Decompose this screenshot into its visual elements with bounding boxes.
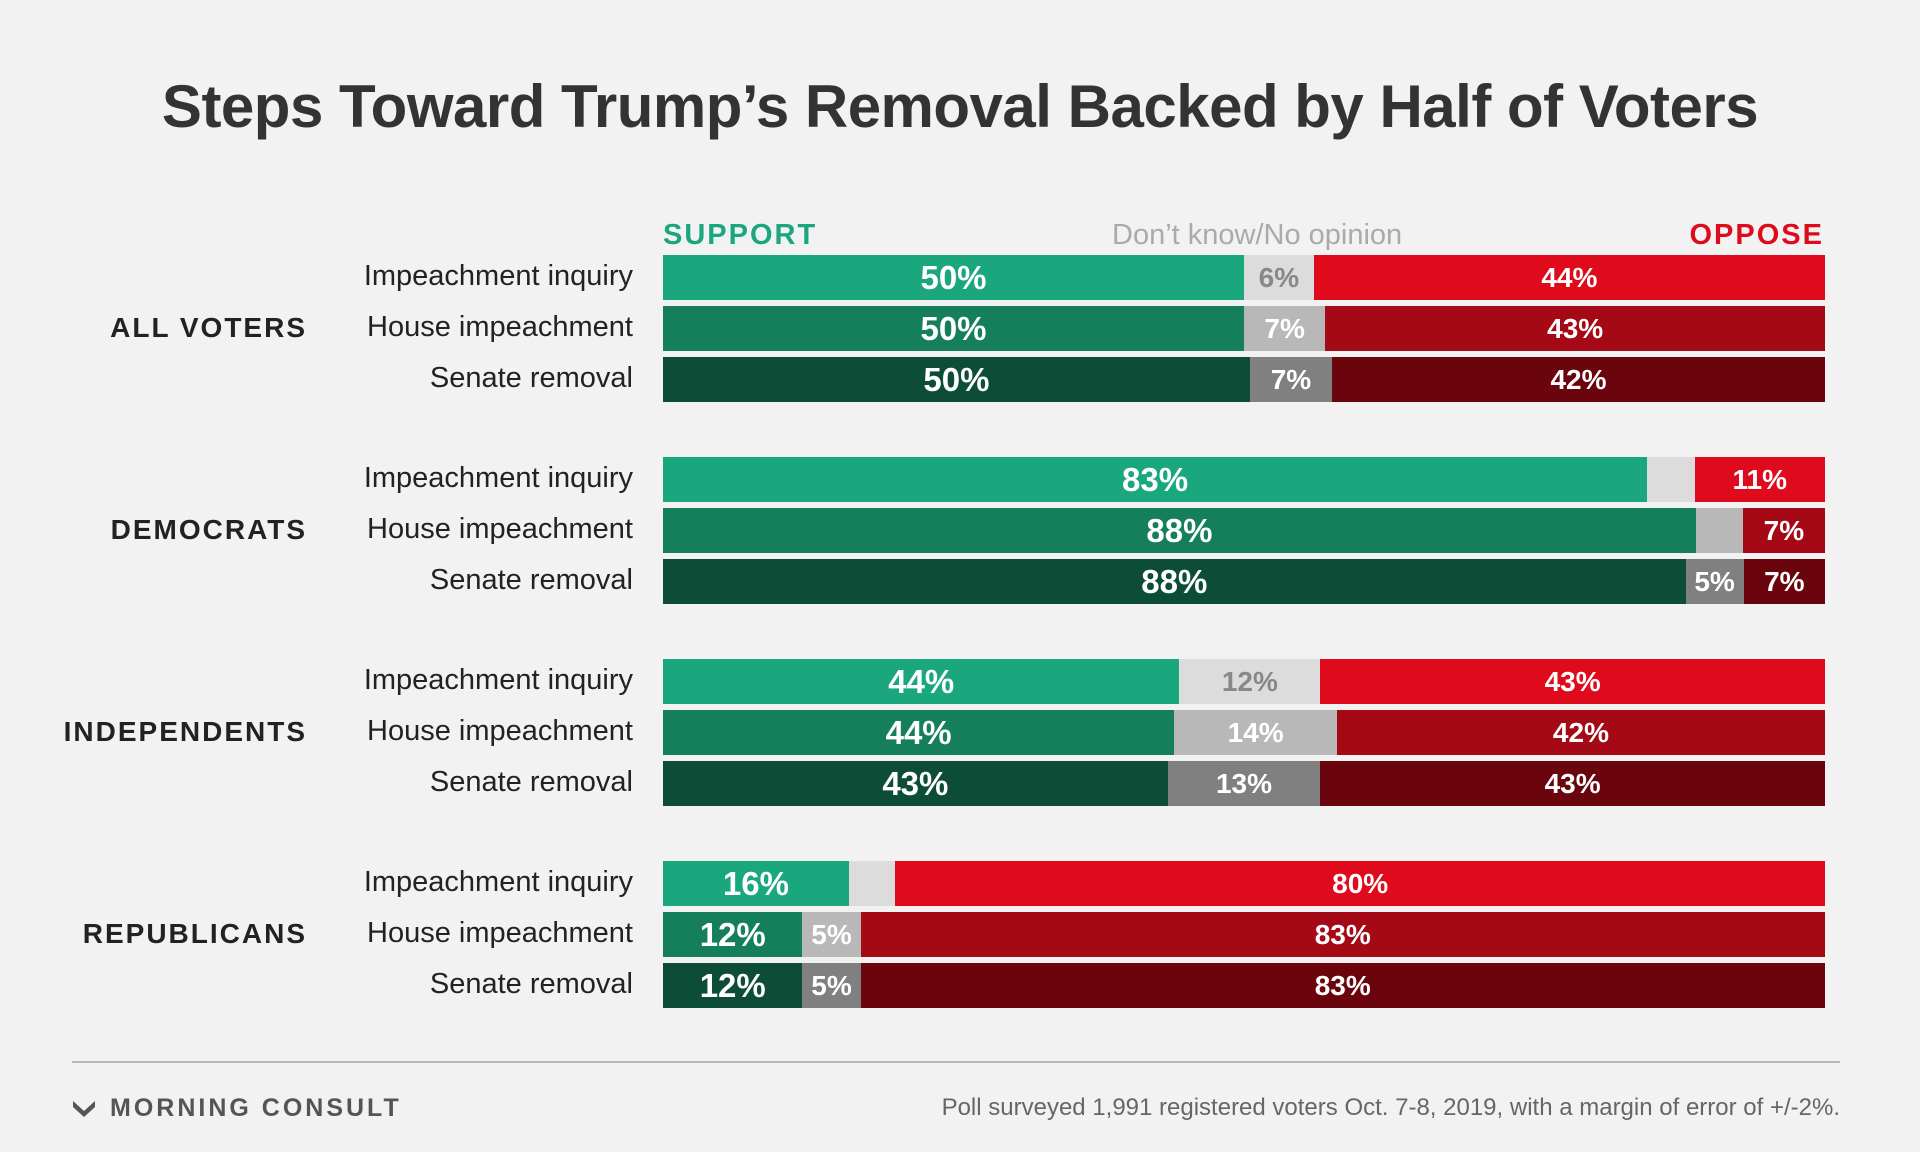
- dont-know-segment: 7%: [1244, 306, 1326, 351]
- dont-know-segment: 14%: [1174, 710, 1337, 755]
- oppose-segment: 11%: [1694, 457, 1825, 502]
- row-label: House impeachment: [367, 916, 633, 949]
- oppose-segment: 7%: [1742, 508, 1825, 553]
- stacked-bar: 16% 80%: [663, 861, 1825, 906]
- row-label: Impeachment inquiry: [363, 259, 633, 292]
- row-label: House impeachment: [367, 512, 633, 545]
- group-label: DEMOCRATS: [110, 513, 307, 545]
- oppose-segment: 44%: [1313, 255, 1825, 300]
- logo-mark-icon: [73, 1100, 95, 1117]
- row-label: Senate removal: [429, 967, 633, 1000]
- row-label: Senate removal: [429, 361, 633, 394]
- group-label: REPUBLICANS: [82, 917, 307, 949]
- support-segment: 12%: [663, 912, 803, 957]
- support-segment: 12%: [663, 963, 803, 1008]
- dont-know-segment: [848, 861, 896, 906]
- logo-text: MORNING CONSULT: [110, 1094, 402, 1122]
- stacked-bar: 88% 5% 7%: [663, 559, 1825, 604]
- support-segment: 50%: [663, 357, 1250, 402]
- row-label: Impeachment inquiry: [363, 865, 633, 898]
- dont-know-segment: [1647, 457, 1695, 502]
- oppose-segment: 83%: [860, 912, 1825, 957]
- dont-know-segment: 13%: [1167, 761, 1321, 806]
- stacked-bar: 44% 14% 42%: [663, 710, 1825, 755]
- support-segment: 83%: [663, 457, 1648, 502]
- dont-know-segment: 7%: [1249, 357, 1333, 402]
- support-segment: 88%: [663, 559, 1686, 604]
- dont-know-segment: 6%: [1244, 255, 1314, 300]
- oppose-segment: 80%: [895, 861, 1825, 906]
- stacked-bar: 88% 7%: [663, 508, 1825, 553]
- support-segment: 50%: [663, 255, 1244, 300]
- dont-know-segment: 5%: [802, 912, 861, 957]
- group-label: ALL VOTERS: [110, 311, 307, 343]
- dont-know-header: Don’t know/No opinion: [1112, 219, 1403, 251]
- support-segment: 50%: [663, 306, 1244, 351]
- row-label: Impeachment inquiry: [363, 663, 633, 696]
- stacked-bar: 50% 6% 44%: [663, 255, 1825, 300]
- stacked-bar: 83% 11%: [663, 457, 1825, 502]
- oppose-segment: 43%: [1320, 659, 1825, 704]
- support-segment: 43%: [663, 761, 1168, 806]
- row-label: House impeachment: [367, 310, 633, 343]
- footer-divider: [72, 1061, 1840, 1063]
- dont-know-segment: 12%: [1179, 659, 1321, 704]
- oppose-segment: 42%: [1336, 710, 1825, 755]
- oppose-segment: 7%: [1743, 559, 1825, 604]
- support-header: SUPPORT: [663, 219, 818, 251]
- stacked-bar: 50% 7% 43%: [663, 306, 1825, 351]
- dont-know-segment: 5%: [1685, 559, 1744, 604]
- support-segment: 44%: [663, 710, 1175, 755]
- support-segment: 44%: [663, 659, 1180, 704]
- support-segment: 88%: [663, 508, 1696, 553]
- row-label: Senate removal: [429, 563, 633, 596]
- morning-consult-logo: MORNING CONSULT: [72, 1094, 402, 1123]
- row-label: Senate removal: [429, 765, 633, 798]
- row-label: Impeachment inquiry: [363, 461, 633, 494]
- stacked-bar: 44% 12% 43%: [663, 659, 1825, 704]
- oppose-segment: 43%: [1325, 306, 1825, 351]
- stacked-bar: 50% 7% 42%: [663, 357, 1825, 402]
- dont-know-segment: 5%: [802, 963, 861, 1008]
- dont-know-segment: [1695, 508, 1743, 553]
- oppose-segment: 43%: [1320, 761, 1825, 806]
- group-label: INDEPENDENTS: [63, 715, 307, 747]
- oppose-segment: 42%: [1332, 357, 1825, 402]
- chart-title: Steps Toward Trump’s Removal Backed by H…: [161, 73, 1759, 140]
- stacked-bar: 12% 5% 83%: [663, 963, 1825, 1008]
- stacked-bar: 12% 5% 83%: [663, 912, 1825, 957]
- support-segment: 16%: [663, 861, 849, 906]
- footnote: Poll surveyed 1,991 registered voters Oc…: [941, 1094, 1840, 1121]
- oppose-header: OPPOSE: [1689, 219, 1824, 251]
- stacked-bar: 43% 13% 43%: [663, 761, 1825, 806]
- oppose-segment: 83%: [860, 963, 1825, 1008]
- row-label: House impeachment: [367, 714, 633, 747]
